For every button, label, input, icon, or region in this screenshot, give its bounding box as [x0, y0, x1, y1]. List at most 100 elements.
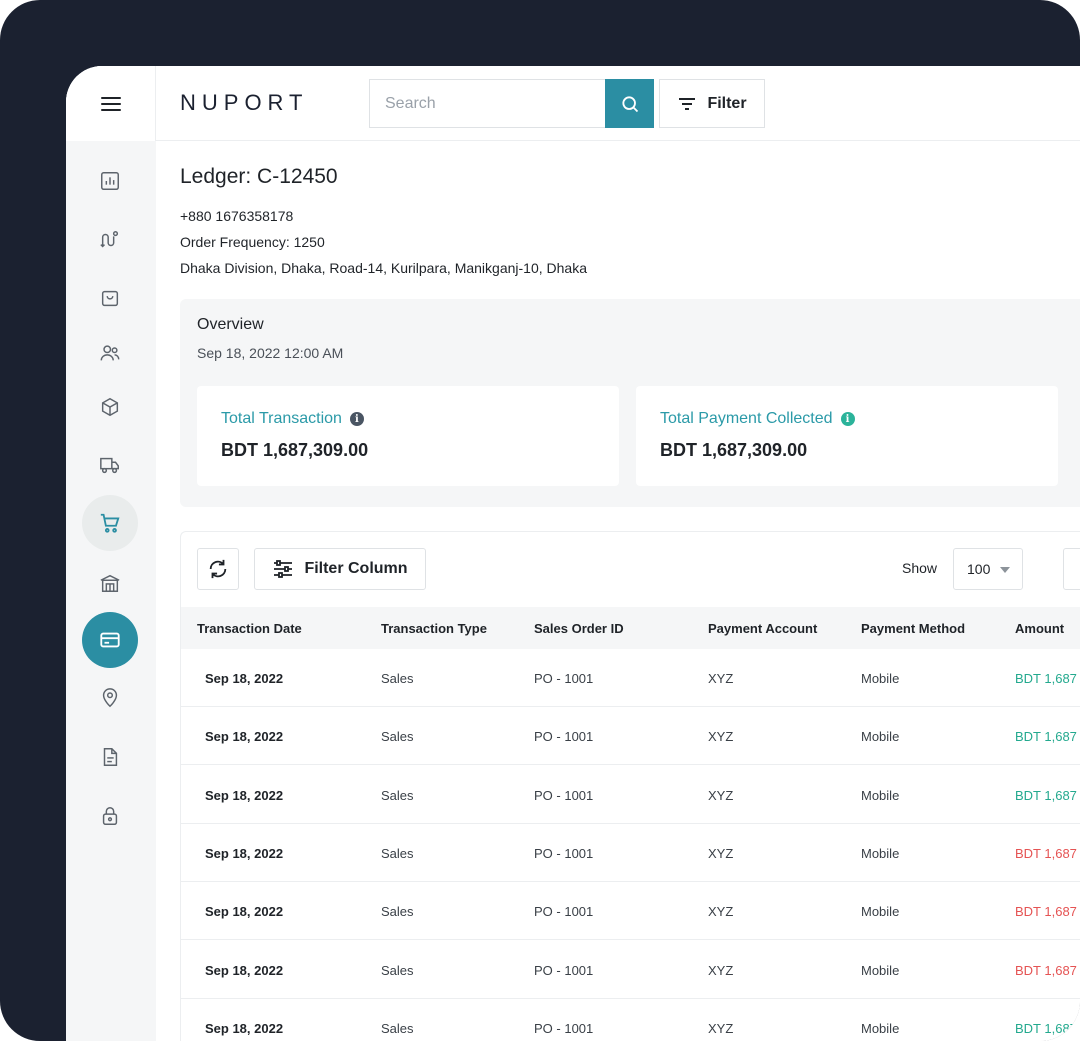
transaction-type-cell: Sales	[381, 962, 414, 978]
table-row[interactable]: Sep 18, 2022 Sales PO - 1001 XYZ Mobile BDT 1…	[181, 999, 1080, 1041]
filter-button[interactable]: Filter	[659, 79, 765, 128]
table-row[interactable]: Sep 18, 2022 Sales PO - 1001 XYZ Mobile BDT 1…	[181, 941, 1080, 999]
table-row[interactable]: Sep 18, 2022 Sales PO - 1001 XYZ Mobile BDT 1…	[181, 824, 1080, 882]
transaction-date-cell: Sep 18, 2022	[205, 845, 284, 861]
transaction-date-cell: Sep 18, 2022	[205, 729, 284, 745]
column-header[interactable]: Sales Order ID	[534, 621, 624, 636]
column-header[interactable]: Payment Method	[861, 621, 966, 636]
users-icon	[100, 345, 120, 361]
truck-icon	[100, 457, 119, 474]
sidebar	[66, 66, 156, 1041]
pagination-button[interactable]	[1063, 548, 1080, 590]
transaction-date-cell: Sep 18, 2022	[205, 1020, 284, 1036]
ledger-phone: +880 1676358178	[180, 208, 294, 224]
payment-method-cell: Mobile	[861, 962, 900, 978]
transaction-type-cell: Sales	[381, 904, 414, 920]
column-header[interactable]: Transaction Type	[381, 621, 487, 636]
lock-icon	[102, 807, 118, 825]
page-title: Ledger: C-12450	[180, 165, 338, 188]
app-screen: NUPORT Filter Ledger: C-12450 +880 16763…	[66, 66, 1080, 1041]
location-pin-icon	[102, 688, 118, 708]
ledger-order-frequency: Order Frequency: 1250	[180, 234, 325, 250]
payment-method-cell: Mobile	[861, 787, 900, 803]
column-header[interactable]: Amount	[1015, 621, 1065, 636]
hamburger-icon	[100, 96, 121, 111]
shopping-bag-icon	[101, 290, 119, 307]
table-row[interactable]: Sep 18, 2022 Sales PO - 1001 XYZ Mobile BDT 1…	[181, 707, 1080, 766]
total-payment-collected-label: Total Payment Collected	[660, 410, 833, 427]
total-payment-collected-value: BDT 1,687,309.00	[660, 440, 808, 460]
sidebar-item-products[interactable]	[82, 379, 138, 435]
payment-method-cell: Mobile	[861, 729, 900, 745]
sales-order-id-cell: PO - 1001	[534, 845, 594, 861]
transaction-type-cell: Sales	[381, 845, 414, 861]
payment-method-cell: Mobile	[861, 845, 900, 861]
sidebar-item-payments[interactable]	[82, 612, 138, 668]
payment-method-cell: Mobile	[861, 904, 900, 920]
transaction-type-cell: Sales	[381, 1020, 414, 1036]
sidebar-item-security[interactable]	[82, 788, 138, 844]
refresh-icon	[209, 559, 227, 579]
box-icon	[101, 397, 119, 417]
app-logo[interactable]: NUPORT	[180, 90, 309, 115]
payment-account-cell: XYZ	[708, 1020, 734, 1036]
sidebar-item-delivery[interactable]	[82, 437, 138, 493]
sidebar-item-locations[interactable]	[82, 670, 138, 726]
payment-account-cell: XYZ	[708, 845, 734, 861]
total-transaction-label: Total Transaction	[221, 410, 342, 427]
document-icon	[103, 748, 118, 766]
top-bar: NUPORT Filter	[156, 66, 1080, 141]
table-row[interactable]: Sep 18, 2022 Sales PO - 1001 XYZ Mobile BDT 1…	[181, 766, 1080, 824]
transaction-type-cell: Sales	[381, 729, 414, 745]
overview-panel: Overview Sep 18, 2022 12:00 AM Total Tra…	[180, 299, 1080, 507]
sidebar-item-cart[interactable]	[82, 495, 138, 551]
search-input[interactable]	[385, 94, 585, 113]
transactions-table: Filter Column Show 100 Transaction Date …	[180, 531, 1080, 1041]
info-icon[interactable]: i	[840, 412, 855, 426]
sidebar-item-routes[interactable]	[82, 212, 138, 268]
filter-icon	[679, 97, 696, 110]
sales-order-id-cell: PO - 1001	[534, 904, 594, 920]
card-label: Total Payment Collected i	[660, 410, 855, 428]
column-header[interactable]: Payment Account	[708, 621, 818, 636]
transaction-type-cell: Sales	[381, 787, 414, 803]
amount-cell: BDT 1,687	[1015, 962, 1077, 978]
route-icon	[100, 231, 119, 248]
sliders-icon	[274, 560, 293, 578]
column-header[interactable]: Transaction Date	[197, 621, 302, 636]
credit-card-icon	[100, 632, 120, 648]
sidebar-item-documents[interactable]	[82, 729, 138, 785]
overview-title: Overview	[197, 316, 264, 333]
table-row[interactable]: Sep 18, 2022 Sales PO - 1001 XYZ Mobile BDT 1…	[181, 882, 1080, 941]
sidebar-item-customers[interactable]	[82, 325, 138, 381]
payment-account-cell: XYZ	[708, 671, 734, 686]
amount-cell: BDT 1,687	[1015, 1020, 1077, 1036]
sidebar-item-orders[interactable]	[82, 270, 138, 326]
ledger-address: Dhaka Division, Dhaka, Road-14, Kurilpar…	[180, 260, 587, 276]
sales-order-id-cell: PO - 1001	[534, 671, 594, 686]
filter-column-button[interactable]: Filter Column	[254, 548, 426, 590]
table-row[interactable]: Sep 18, 2022 Sales PO - 1001 XYZ Mobile BDT 1…	[181, 649, 1080, 707]
search-button[interactable]	[605, 79, 654, 128]
transaction-date-cell: Sep 18, 2022	[205, 962, 284, 978]
sales-order-id-cell: PO - 1001	[534, 1020, 594, 1036]
amount-cell: BDT 1,687	[1015, 787, 1077, 803]
warehouse-icon	[100, 574, 120, 592]
payment-account-cell: XYZ	[708, 962, 734, 978]
rows-per-page-select[interactable]: 100	[953, 548, 1023, 590]
overview-date: Sep 18, 2022 12:00 AM	[197, 345, 344, 361]
rows-per-page-value: 100	[967, 561, 991, 577]
amount-cell: BDT 1,687	[1015, 729, 1077, 745]
sidebar-item-warehouse[interactable]	[82, 555, 138, 611]
refresh-button[interactable]	[197, 548, 239, 590]
total-transaction-card: Total Transaction i BDT 1,687,309.00	[197, 386, 619, 486]
search-icon	[621, 95, 638, 112]
menu-toggle-button[interactable]	[66, 66, 156, 141]
info-icon[interactable]: i	[349, 412, 364, 426]
sidebar-item-analytics[interactable]	[82, 153, 138, 209]
filter-column-label: Filter Column	[304, 560, 408, 577]
table-header: Transaction Date Transaction Type Sales …	[181, 607, 1080, 649]
sales-order-id-cell: PO - 1001	[534, 729, 594, 745]
cart-icon	[100, 513, 120, 533]
transaction-date-cell: Sep 18, 2022	[205, 904, 284, 920]
